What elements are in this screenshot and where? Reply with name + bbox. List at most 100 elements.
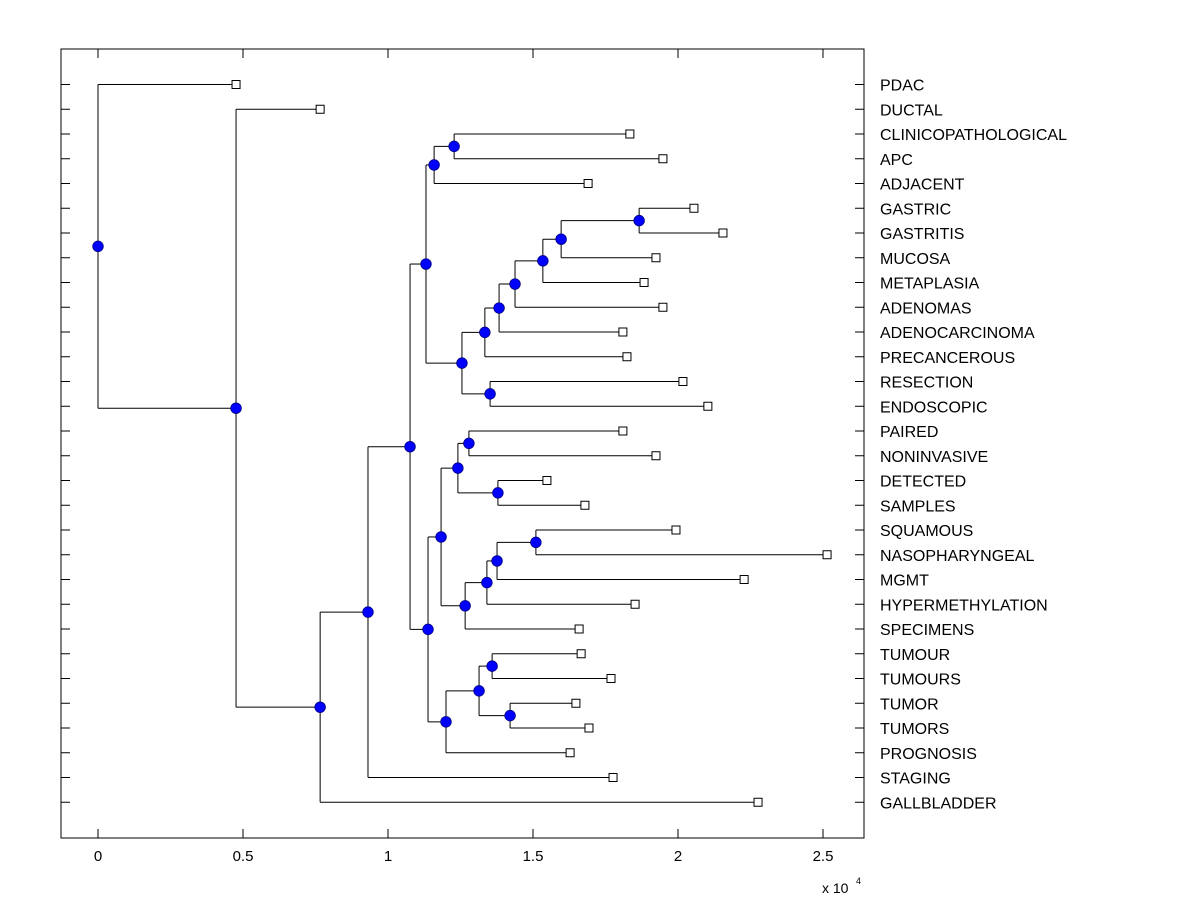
- leaf-marker-adenocarcinoma: [618, 327, 628, 337]
- leaf-label-pdac: PDAC: [880, 78, 924, 95]
- internal-node-marker: [479, 326, 491, 339]
- leaf-label-precancerous: PRECANCEROUS: [880, 350, 1015, 367]
- leaf-marker-detected: [542, 476, 552, 485]
- leaf-marker-paired: [618, 426, 628, 436]
- internal-node-marker: [230, 402, 242, 414]
- leaf-label-gastric: GASTRIC: [880, 201, 951, 218]
- leaf-label-resection: RESECTION: [880, 375, 973, 392]
- plot-area-frame: [60, 48, 865, 839]
- leaf-marker-clinicopathological: [625, 129, 635, 139]
- leaf-marker-samples: [580, 500, 590, 510]
- leaf-label-squamous: SQUAMOUS: [880, 523, 973, 540]
- leaf-marker-pdac: [231, 80, 241, 89]
- leaf-marker-endoscopic: [703, 401, 713, 411]
- leaf-marker-specimens: [574, 624, 584, 634]
- leaf-marker-prognosis: [565, 748, 575, 758]
- leaf-marker-adjacent: [583, 179, 593, 188]
- internal-node-marker: [486, 660, 498, 672]
- x-tick-label: 0.5: [233, 848, 254, 865]
- internal-node-marker: [473, 685, 485, 697]
- leaf-label-tumor: TUMOR: [880, 696, 939, 713]
- leaf-label-detected: DETECTED: [880, 474, 966, 491]
- x-tick-label: 2: [674, 848, 682, 865]
- internal-node-marker: [428, 159, 440, 171]
- internal-node-marker: [537, 255, 549, 267]
- leaf-label-tumours: TUMOURS: [880, 672, 961, 689]
- leaf-label-mgmt: MGMT: [880, 573, 929, 590]
- leaf-label-apc: APC: [880, 152, 913, 169]
- internal-node-marker: [492, 487, 504, 499]
- internal-node-marker: [530, 536, 542, 549]
- leaf-marker-tumour: [576, 649, 586, 659]
- internal-node-marker: [362, 606, 374, 618]
- leaf-label-samples: SAMPLES: [880, 498, 956, 515]
- leaf-label-noninvasive: NONINVASIVE: [880, 449, 988, 466]
- internal-node-marker: [422, 623, 434, 636]
- internal-node-marker: [440, 716, 452, 728]
- leaf-marker-adenomas: [658, 302, 668, 312]
- axes: 0 0.5 1 1.5 2 2.5: [60, 48, 865, 865]
- internal-node-marker: [504, 709, 516, 722]
- leaf-label-tumour: TUMOUR: [880, 647, 950, 664]
- leaf-label-ductal: DUCTAL: [880, 102, 943, 119]
- x-axis-scale-exponent: 4: [856, 876, 861, 886]
- leaf-marker-noninvasive: [651, 451, 661, 461]
- leaf-label-paired: PAIRED: [880, 424, 938, 441]
- internal-node-marker: [633, 214, 645, 227]
- internal-node-marker: [555, 233, 567, 245]
- x-tick-label: 1.5: [523, 848, 544, 865]
- leaf-label-adenocarcinoma: ADENOCARCINOMA: [880, 325, 1035, 342]
- leaf-marker-ductal: [315, 104, 325, 114]
- leaf-label-adjacent: ADJACENT: [880, 177, 965, 194]
- leaf-label-prognosis: PROGNOSIS: [880, 746, 977, 763]
- internal-node-marker: [459, 600, 471, 612]
- internal-node-marker: [491, 555, 503, 567]
- internal-node-marker: [448, 140, 460, 153]
- leaf-label-metaplasia: METAPLASIA: [880, 276, 980, 293]
- leaf-marker-resection: [678, 377, 688, 386]
- internal-node-marker: [463, 437, 475, 450]
- leaf-marker-mucosa: [651, 253, 661, 263]
- leaf-marker-gallbladder: [753, 797, 763, 807]
- leaf-label-gallbladder: GALLBLADDER: [880, 795, 997, 812]
- leaf-label-hypermethylation: HYPERMETHYLATION: [880, 597, 1048, 614]
- tree-leaves: [231, 80, 832, 807]
- internal-node-marker: [509, 278, 521, 290]
- internal-node-marker: [481, 576, 493, 589]
- leaf-marker-squamous: [671, 525, 681, 535]
- leaf-marker-gastritis: [718, 228, 728, 238]
- leaf-label-mucosa: MUCOSA: [880, 251, 951, 268]
- leaf-label-gastritis: GASTRITIS: [880, 226, 964, 243]
- internal-node-marker: [452, 462, 464, 474]
- internal-node-marker: [456, 357, 468, 369]
- internal-node-marker: [92, 240, 104, 253]
- leaf-label-clinicopathological: CLINICOPATHOLOGICAL: [880, 127, 1067, 144]
- leaf-label-tumors: TUMORS: [880, 721, 949, 738]
- leaf-marker-tumor: [571, 698, 581, 708]
- leaf-label-nasopharyngeal: NASOPHARYNGEAL: [880, 548, 1035, 565]
- internal-node-marker: [420, 258, 432, 270]
- leaf-labels: PDAC DUCTAL CLINICOPATHOLOGICAL APC ADJACENT…: [880, 78, 1067, 813]
- leaf-marker-staging: [608, 773, 618, 782]
- internal-node-marker: [493, 302, 505, 314]
- leaf-marker-mgmt: [739, 575, 749, 584]
- leaf-marker-tumours: [606, 674, 616, 683]
- internal-node-marker: [404, 441, 416, 453]
- leaf-marker-metaplasia: [639, 278, 649, 287]
- internal-node-marker: [484, 388, 496, 400]
- leaf-marker-hypermethylation: [630, 599, 640, 609]
- x-tick-label: 1: [384, 848, 392, 865]
- leaf-marker-precancerous: [622, 352, 632, 362]
- x-tick-label: 2.5: [813, 848, 834, 865]
- x-axis-scale-label: x 10: [822, 880, 849, 896]
- leaf-marker-apc: [658, 154, 668, 164]
- internal-node-marker: [435, 531, 447, 543]
- leaf-label-adenomas: ADENOMAS: [880, 300, 972, 317]
- tree-nodes: [92, 140, 645, 728]
- internal-node-marker: [314, 701, 326, 713]
- x-tick-label: 0: [94, 848, 102, 865]
- leaf-marker-gastric: [689, 203, 699, 213]
- tree-links: [97, 84, 828, 803]
